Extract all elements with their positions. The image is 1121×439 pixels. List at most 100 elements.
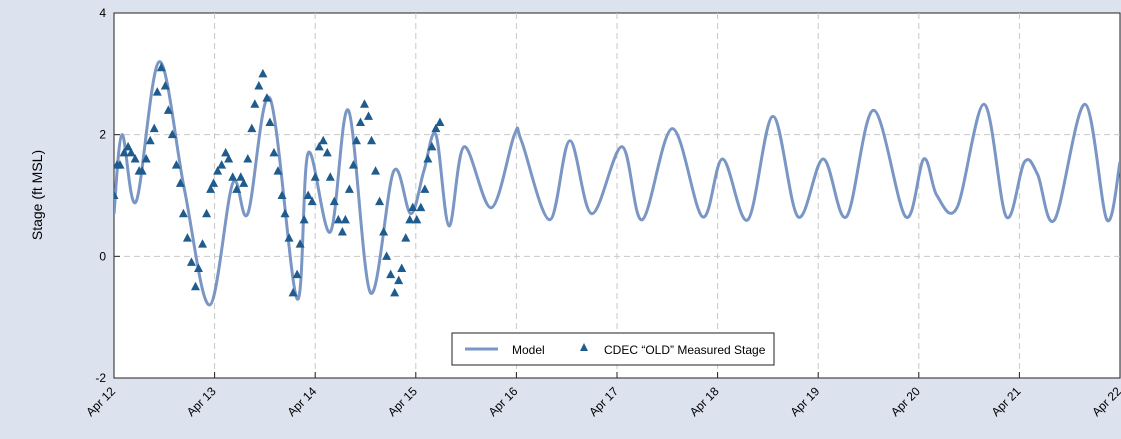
y-axis-label: Stage (ft MSL) <box>29 150 45 240</box>
y-tick-label: 0 <box>99 249 106 263</box>
measured-point <box>351 135 361 145</box>
x-tick-label: Apr 17 <box>586 384 621 419</box>
x-tick-label: Apr 21 <box>989 384 1024 419</box>
measured-point <box>340 214 350 224</box>
measured-point <box>367 135 377 145</box>
measured-point <box>397 263 407 272</box>
x-tick-label: Apr 18 <box>687 384 722 419</box>
measured-point <box>182 233 192 242</box>
measured-point <box>186 257 196 266</box>
measured-point <box>412 214 422 224</box>
measured-point <box>405 214 415 224</box>
measured-point <box>194 263 204 272</box>
measured-point <box>232 184 242 193</box>
measured-point <box>152 87 162 96</box>
measured-point <box>273 166 283 175</box>
measured-point <box>277 190 287 199</box>
measured-point <box>247 123 257 133</box>
measured-point <box>288 287 298 297</box>
measured-point <box>382 251 392 260</box>
measured-point <box>115 160 125 169</box>
measured-point <box>435 117 445 126</box>
measured-point <box>310 172 320 181</box>
measured-point <box>209 178 219 187</box>
measured-point <box>307 196 317 206</box>
x-tick-label: Apr 22 <box>1089 384 1121 419</box>
measured-point <box>333 214 343 224</box>
measured-point <box>379 227 389 236</box>
measured-point <box>228 172 238 181</box>
measured-point <box>114 190 119 199</box>
measured-point <box>213 166 223 175</box>
measured-point <box>258 68 268 78</box>
measured-point <box>149 123 159 133</box>
x-tick-label: Apr 16 <box>486 384 521 419</box>
measured-point <box>130 154 140 163</box>
measured-point <box>250 99 260 108</box>
measured-point <box>329 196 339 206</box>
measured-point <box>198 239 208 248</box>
legend: Model CDEC “OLD” Measured Stage <box>451 332 775 366</box>
measured-point <box>423 154 433 163</box>
measured-point <box>314 141 324 151</box>
measured-point <box>344 184 354 193</box>
grid-lines <box>114 13 1120 378</box>
measured-point <box>126 147 136 157</box>
x-axis: Apr 12 Apr 13 Apr 14 Apr 15 Apr 16 Apr 17 Apr … <box>83 372 1121 419</box>
measured-point <box>123 141 133 151</box>
measured-point <box>262 93 272 102</box>
measured-point <box>137 166 147 175</box>
measured-point <box>375 196 385 206</box>
measured-point <box>420 184 430 193</box>
measured-point <box>217 160 227 169</box>
measured-point <box>280 208 290 218</box>
legend-measured-swatch <box>580 343 588 351</box>
measured-point <box>303 190 313 199</box>
measured-point <box>202 208 212 218</box>
y-tick-label: -2 <box>95 371 106 385</box>
measured-point <box>427 141 437 151</box>
x-tick-label: Apr 20 <box>888 384 923 419</box>
measured-point <box>156 62 166 72</box>
measured-point <box>394 275 404 285</box>
measured-point <box>292 269 302 279</box>
measured-point <box>145 135 155 145</box>
x-tick-label: Apr 15 <box>385 384 420 419</box>
measured-point <box>390 287 400 297</box>
measured-point <box>190 281 200 291</box>
measured-point <box>318 135 328 145</box>
measured-point <box>243 154 253 163</box>
y-tick-label: 2 <box>99 128 106 142</box>
measured-point <box>224 154 234 163</box>
measured-point <box>206 184 216 193</box>
legend-model-label: Model <box>512 343 545 357</box>
legend-box <box>451 332 775 366</box>
measured-point <box>337 227 347 236</box>
measured-point <box>348 160 358 169</box>
measured-point <box>295 239 305 248</box>
measured-point <box>355 117 365 126</box>
measured-point <box>141 154 151 163</box>
measured-point <box>236 172 246 181</box>
measured-point <box>254 81 264 90</box>
measured-point <box>299 214 309 224</box>
measured-point <box>401 233 411 242</box>
measured-point <box>239 178 249 187</box>
legend-measured-label: CDEC “OLD” Measured Stage <box>604 343 766 357</box>
measured-point <box>160 81 170 90</box>
model-series-line <box>114 60 1120 307</box>
measured-point <box>431 123 441 133</box>
measured-point <box>325 172 335 181</box>
measured-point <box>119 147 129 157</box>
x-tick-label: Apr 19 <box>787 384 822 419</box>
measured-point <box>175 178 185 187</box>
y-tick-label: 4 <box>99 6 106 20</box>
measured-point <box>322 147 332 157</box>
measured-point <box>359 99 369 108</box>
measured-point <box>163 105 173 114</box>
measured-point <box>221 147 231 157</box>
measured-point <box>167 129 177 139</box>
x-tick-label: Apr 12 <box>83 384 118 419</box>
measured-point <box>269 147 279 157</box>
